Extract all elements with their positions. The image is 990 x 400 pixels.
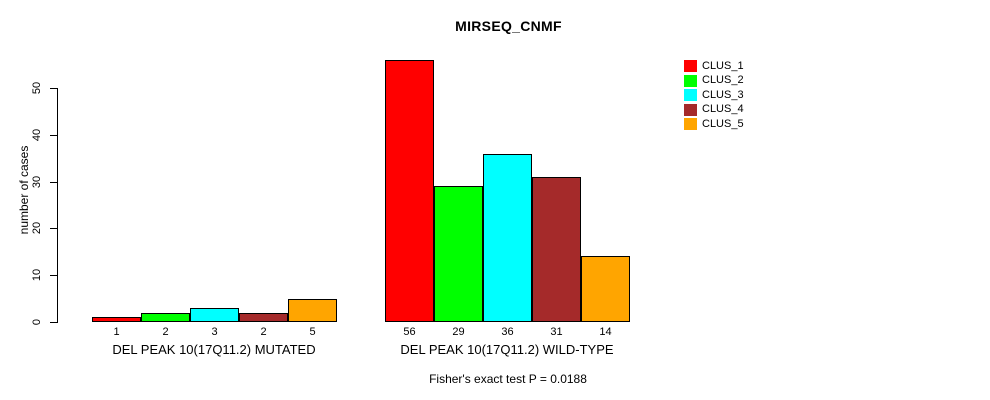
y-tick-mark — [50, 88, 57, 89]
bar-clus_1 — [92, 317, 141, 322]
y-tick-label: 20 — [31, 221, 43, 235]
bar-value-label: 2 — [260, 326, 267, 338]
y-tick-mark — [50, 135, 57, 136]
legend-label: CLUS_5 — [702, 117, 744, 130]
bar-clus_3 — [190, 308, 239, 322]
y-axis-label: number of cases — [17, 145, 31, 235]
bar-value-label: 3 — [211, 326, 218, 338]
y-axis-line — [57, 88, 58, 323]
bar-clus_1 — [385, 60, 434, 322]
y-tick-label: 10 — [31, 268, 43, 282]
bar-value-label: 5 — [309, 326, 316, 338]
y-tick-mark — [50, 322, 57, 323]
bar-clus_3 — [483, 154, 532, 322]
bar-clus_2 — [434, 186, 483, 322]
group-label-wild-type: DEL PEAK 10(17Q11.2) WILD-TYPE — [400, 342, 614, 357]
legend-swatch-clus_4 — [684, 103, 697, 116]
group-label-mutated: DEL PEAK 10(17Q11.2) MUTATED — [112, 342, 316, 357]
bar-clus_5 — [581, 256, 630, 322]
legend-swatch-clus_2 — [684, 74, 697, 87]
bar-clus_4 — [239, 313, 288, 322]
legend-item-clus_2: CLUS_2 — [684, 74, 744, 88]
y-tick-label: 50 — [31, 81, 43, 95]
y-tick-label: 30 — [31, 175, 43, 189]
legend-swatch-clus_5 — [684, 118, 697, 130]
legend-item-clus_3: CLUS_3 — [684, 88, 744, 102]
bar-value-label: 56 — [403, 326, 416, 338]
bar-clus_5 — [288, 299, 337, 322]
bar-value-label: 1 — [113, 326, 120, 338]
chart-title: MIRSEQ_CNMF — [455, 18, 562, 34]
y-tick-mark — [50, 228, 57, 229]
bar-clus_2 — [141, 313, 190, 322]
legend-item-clus_1: CLUS_1 — [684, 59, 744, 73]
y-tick-mark — [50, 182, 57, 183]
legend-label: CLUS_2 — [702, 74, 744, 86]
bar-value-label: 29 — [452, 326, 465, 338]
bar-clus_4 — [532, 177, 581, 322]
legend-swatch-clus_1 — [684, 60, 697, 72]
legend-item-clus_5: CLUS_5 — [684, 117, 744, 131]
bar-value-label: 2 — [162, 326, 169, 338]
bar-value-label: 36 — [501, 326, 514, 338]
y-tick-label: 40 — [31, 128, 43, 142]
fisher-test-annotation: Fisher's exact test P = 0.0188 — [429, 372, 587, 386]
y-tick-mark — [50, 275, 57, 276]
legend-label: CLUS_1 — [702, 59, 744, 72]
bar-value-label: 31 — [550, 326, 563, 338]
legend-swatch-clus_3 — [684, 89, 697, 101]
bar-value-label: 14 — [599, 326, 612, 338]
legend-item-clus_4: CLUS_4 — [684, 103, 744, 117]
y-tick-label: 0 — [31, 318, 43, 326]
legend-label: CLUS_3 — [702, 88, 744, 101]
legend-label: CLUS_4 — [702, 103, 744, 115]
